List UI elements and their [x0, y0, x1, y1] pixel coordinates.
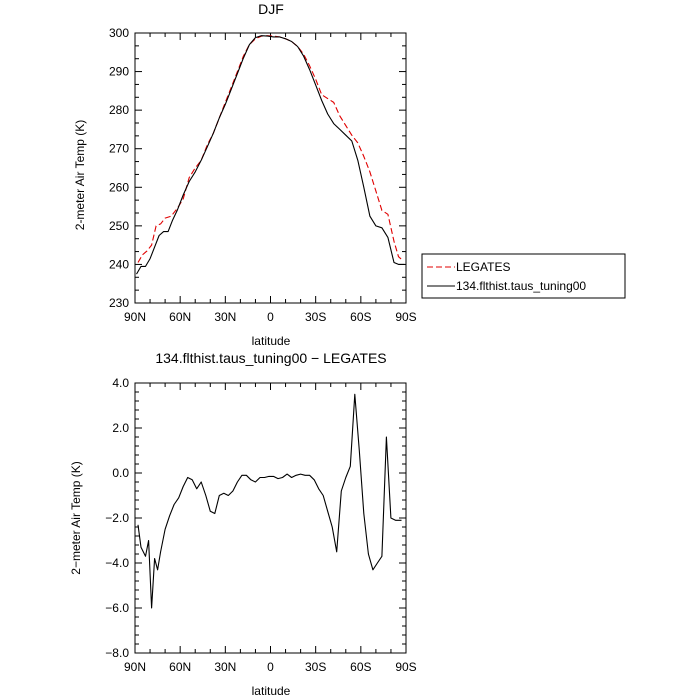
temperature-series-line-legates	[137, 35, 404, 263]
difference-y-axis-label: 2−meter Air Temp (K)	[69, 461, 83, 574]
difference-y-tick-label: 4.0	[112, 376, 129, 390]
legend: LEGATES 134.flthist.taus_tuning00	[421, 253, 626, 299]
temperature-plot-frame	[134, 32, 407, 304]
temperature-x-ticks: 90N 60N 30N 0 30S 60S 90S	[124, 33, 417, 324]
difference-title: 134.flthist.taus_tuning00 − LEGATES	[155, 350, 386, 366]
temperature-series-line-134-flthist-taus-tuning00	[136, 35, 405, 275]
difference-y-tick-label: −2.0	[105, 511, 129, 525]
difference-y-tick-label: 2.0	[112, 421, 129, 435]
temperature-x-tick-label: 30N	[214, 310, 236, 324]
difference-x-tick-label: 60S	[350, 660, 371, 674]
temperature-y-tick-label: 270	[109, 142, 129, 156]
temperature-panel: DJF 90N 60N 30N 0 30S 60S 90S 2302402502602702…	[73, 1, 417, 348]
difference-x-tick-label: 60N	[169, 660, 191, 674]
difference-series	[137, 393, 402, 609]
temperature-x-tick-label: 30S	[305, 310, 326, 324]
difference-x-tick-label: 90S	[395, 660, 416, 674]
temperature-y-axis-label: 2-meter Air Temp (K)	[73, 120, 87, 230]
difference-x-ticks: 90N 60N 30N 0 30S 60S 90S	[124, 383, 417, 674]
temperature-y-tick-label: 280	[109, 103, 129, 117]
difference-x-tick-label: 90N	[124, 660, 146, 674]
legend-label-model: 134.flthist.taus_tuning00	[456, 279, 586, 293]
temperature-x-tick-label: 60N	[169, 310, 191, 324]
difference-x-tick-label: 0	[267, 660, 274, 674]
difference-y-tick-label: −8.0	[105, 646, 129, 660]
temperature-title: DJF	[258, 1, 284, 17]
temperature-x-tick-label: 0	[267, 310, 274, 324]
difference-series-line-0	[137, 393, 402, 609]
legend-label-legates: LEGATES	[456, 260, 510, 274]
legend-box	[421, 253, 626, 299]
difference-y-ticks: −8.0 −6.0 −4.0 −2.0 0.0 2.0 4.0	[105, 376, 406, 660]
difference-x-tick-label: 30S	[305, 660, 326, 674]
difference-x-axis-label: latitude	[252, 684, 291, 698]
temperature-y-tick-label: 260	[109, 180, 129, 194]
difference-x-tick-label: 30N	[214, 660, 236, 674]
difference-y-tick-label: 0.0	[112, 466, 129, 480]
difference-y-tick-label: −6.0	[105, 601, 129, 615]
temperature-series	[136, 35, 405, 275]
temperature-x-tick-label: 90S	[395, 310, 416, 324]
difference-panel: 134.flthist.taus_tuning00 − LEGATES 90N 6…	[69, 350, 417, 698]
temperature-y-tick-label: 300	[109, 26, 129, 40]
temperature-x-tick-label: 90N	[124, 310, 146, 324]
difference-y-tick-label: −4.0	[105, 556, 129, 570]
temperature-y-tick-label: 240	[109, 257, 129, 271]
temperature-x-axis-label: latitude	[252, 334, 291, 348]
temperature-y-tick-label: 290	[109, 65, 129, 79]
temperature-y-tick-label: 230	[109, 296, 129, 310]
temperature-y-ticks: 230 240 250 260 270 280 290 300	[109, 26, 406, 310]
temperature-y-tick-label: 250	[109, 219, 129, 233]
difference-plot-frame	[134, 382, 407, 654]
temperature-x-tick-label: 60S	[350, 310, 371, 324]
